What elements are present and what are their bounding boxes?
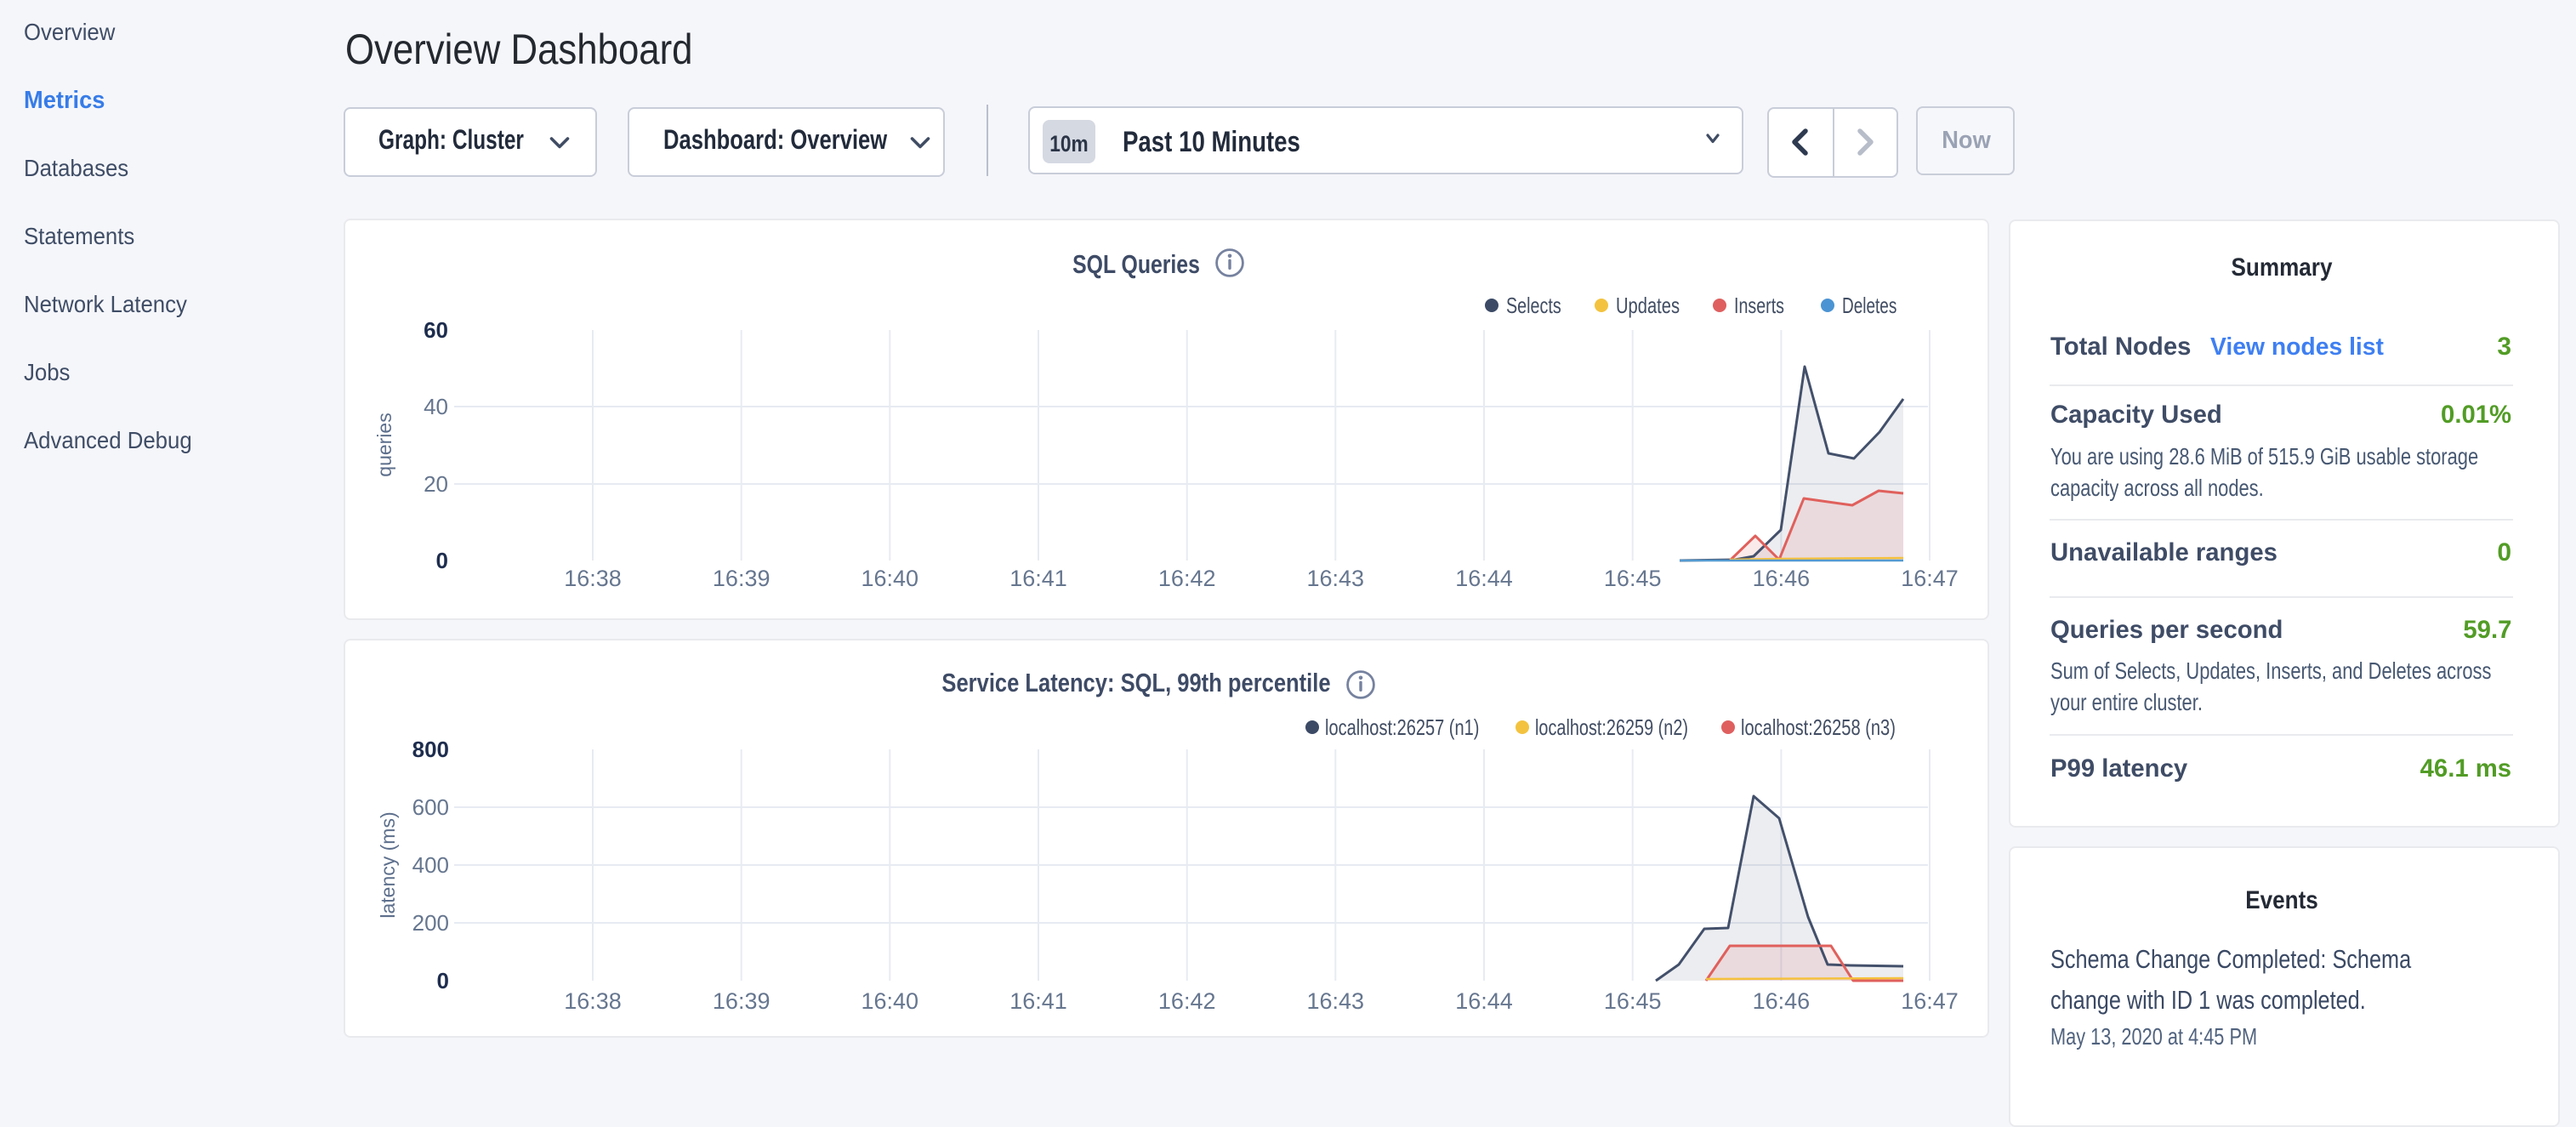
svg-text:40: 40 bbox=[424, 394, 448, 419]
svg-text:16:42: 16:42 bbox=[1158, 566, 1216, 591]
svg-text:16:44: 16:44 bbox=[1455, 988, 1513, 1014]
svg-text:16:41: 16:41 bbox=[1009, 988, 1067, 1014]
svg-text:16:47: 16:47 bbox=[1901, 988, 1959, 1014]
svg-text:16:43: 16:43 bbox=[1307, 988, 1365, 1014]
svg-text:800: 800 bbox=[412, 737, 449, 762]
svg-text:60: 60 bbox=[424, 317, 448, 343]
svg-text:16:45: 16:45 bbox=[1604, 988, 1662, 1014]
svg-text:latency (ms): latency (ms) bbox=[377, 811, 399, 918]
svg-text:16:40: 16:40 bbox=[862, 566, 919, 591]
svg-text:queries: queries bbox=[373, 413, 395, 476]
svg-text:16:47: 16:47 bbox=[1901, 566, 1959, 591]
svg-text:16:38: 16:38 bbox=[564, 566, 622, 591]
svg-text:0: 0 bbox=[437, 968, 449, 993]
svg-text:20: 20 bbox=[424, 471, 448, 497]
svg-text:16:40: 16:40 bbox=[862, 988, 919, 1014]
svg-text:16:39: 16:39 bbox=[713, 566, 771, 591]
svg-text:16:41: 16:41 bbox=[1009, 566, 1067, 591]
svg-text:16:46: 16:46 bbox=[1753, 566, 1811, 591]
svg-text:16:44: 16:44 bbox=[1455, 566, 1513, 591]
svg-text:16:39: 16:39 bbox=[713, 988, 771, 1014]
svg-text:200: 200 bbox=[412, 910, 449, 936]
svg-text:600: 600 bbox=[412, 794, 449, 820]
svg-text:400: 400 bbox=[412, 852, 449, 878]
svg-text:16:43: 16:43 bbox=[1307, 566, 1365, 591]
svg-text:0: 0 bbox=[436, 548, 448, 573]
svg-text:16:46: 16:46 bbox=[1753, 988, 1811, 1014]
svg-text:16:42: 16:42 bbox=[1158, 988, 1216, 1014]
svg-text:16:38: 16:38 bbox=[564, 988, 622, 1014]
svg-text:16:45: 16:45 bbox=[1604, 566, 1662, 591]
